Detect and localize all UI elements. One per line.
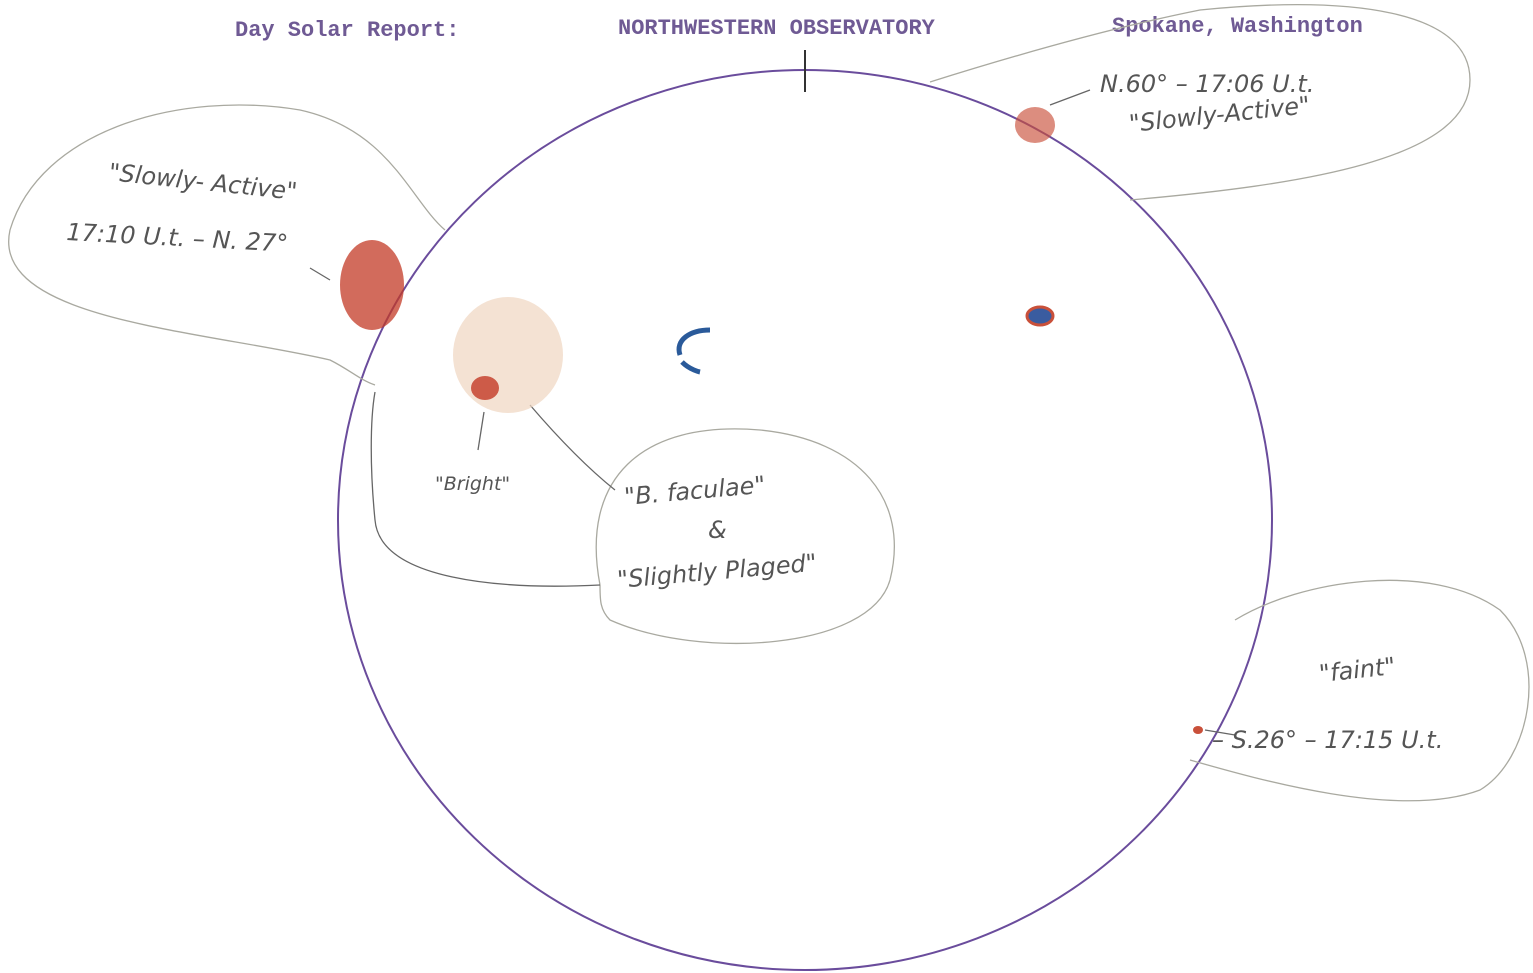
solar-disk bbox=[337, 69, 1273, 971]
spot bbox=[1025, 305, 1055, 327]
report-title: Day Solar Report: bbox=[235, 18, 459, 43]
pointer bbox=[529, 404, 616, 491]
balloon bbox=[1189, 579, 1530, 802]
annotation: "Slowly- Active" bbox=[107, 158, 298, 206]
location: Spokane, Washington bbox=[1112, 14, 1363, 39]
pointer bbox=[370, 391, 601, 587]
balloon bbox=[595, 428, 895, 645]
annotation: "faint" bbox=[1318, 652, 1397, 688]
spot bbox=[1193, 726, 1203, 734]
pointer bbox=[309, 89, 1236, 736]
pointer bbox=[477, 411, 485, 451]
annotation: – S.26° – 17:15 U.t. bbox=[1212, 726, 1443, 754]
balloon bbox=[929, 4, 1471, 201]
sunspot bbox=[340, 240, 404, 330]
faculae bbox=[453, 297, 563, 413]
annotation: & bbox=[708, 516, 727, 544]
balloon bbox=[8, 104, 446, 386]
annotation: "Bright" bbox=[435, 473, 510, 495]
annotation: "Slowly-Active" bbox=[1128, 91, 1312, 138]
spot bbox=[676, 327, 711, 375]
sunspot bbox=[1015, 107, 1055, 143]
annotation: "Slightly Plaged" bbox=[616, 549, 818, 594]
annotation: N.60° – 17:06 U.t. bbox=[1100, 70, 1314, 98]
annotation: "B. faculae" bbox=[623, 471, 766, 511]
annotation: 17:10 U.t. – N. 27° bbox=[66, 218, 289, 258]
observatory: NORTHWESTERN OBSERVATORY bbox=[618, 16, 936, 41]
sunspot bbox=[471, 376, 499, 400]
